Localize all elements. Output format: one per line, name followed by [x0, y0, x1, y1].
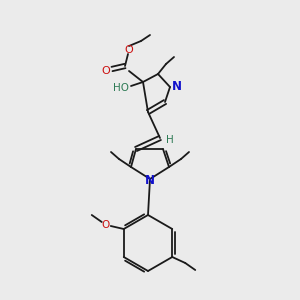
- Text: H: H: [166, 135, 174, 145]
- Text: O: O: [102, 66, 110, 76]
- Text: N: N: [172, 80, 182, 94]
- Text: N: N: [145, 175, 155, 188]
- Text: O: O: [124, 45, 134, 55]
- Text: HO: HO: [113, 83, 129, 93]
- Text: O: O: [102, 220, 110, 230]
